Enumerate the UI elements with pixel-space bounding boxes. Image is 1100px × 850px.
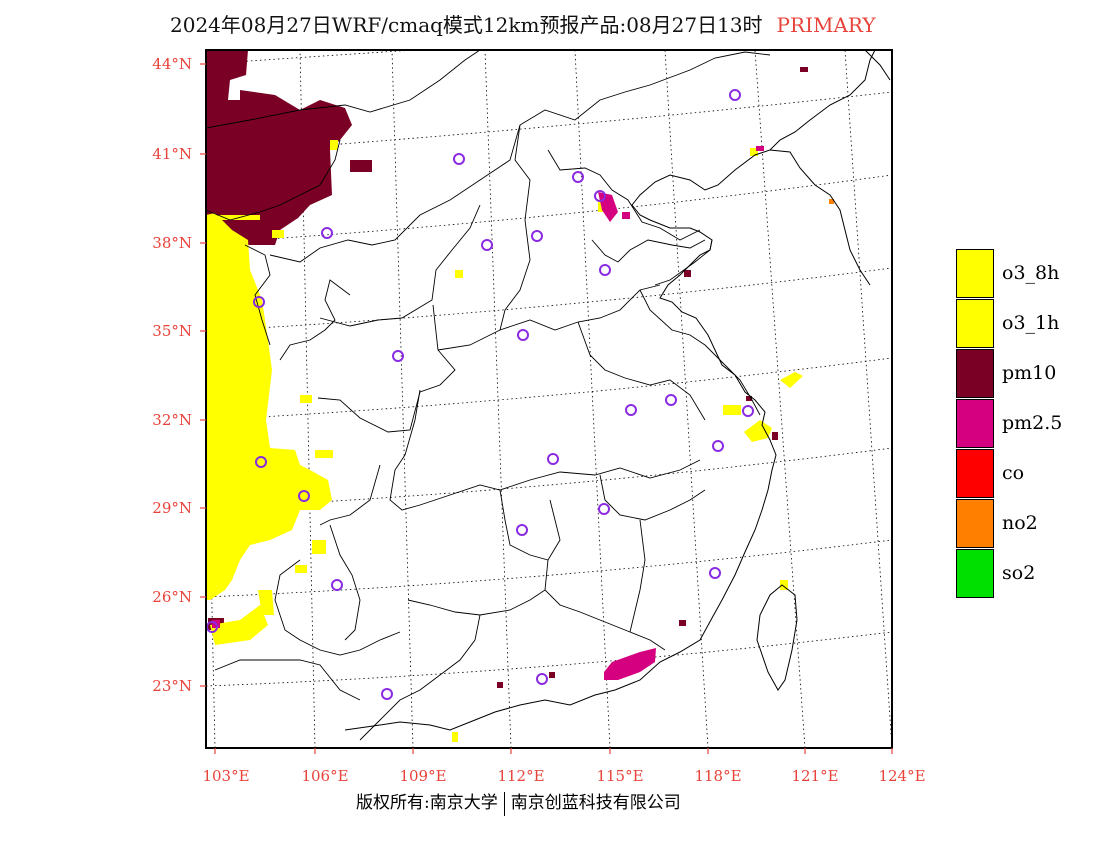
lon-label-103e: 103°E xyxy=(202,767,249,785)
copyright-owner: 版权所有:南京大学 xyxy=(356,793,498,813)
axis-ticks xyxy=(200,63,893,754)
station-markers xyxy=(206,89,754,700)
coastline xyxy=(344,50,891,731)
map-content xyxy=(206,50,892,748)
map-frame xyxy=(205,49,893,749)
lat-label-23n: 23°N xyxy=(152,677,192,695)
legend-item-o3-1h: o3_1h xyxy=(956,299,1086,349)
map-title: 2024年08月27日WRF/cmaq模式12km预报产品:08月27日13时 P… xyxy=(170,10,876,40)
lat-label-44n: 44°N xyxy=(152,55,192,73)
legend-label: no2 xyxy=(1002,512,1038,534)
no2-spot xyxy=(829,199,834,204)
lon-label-109e: 109°E xyxy=(399,767,446,785)
legend-item-no2: no2 xyxy=(956,499,1086,549)
pm25-area xyxy=(212,146,764,680)
footer-divider xyxy=(503,791,505,816)
copyright-company: 南京创蓝科技有限公司 xyxy=(510,793,681,813)
lat-label-32n: 32°N xyxy=(152,411,192,429)
legend-label: o3_8h xyxy=(1002,262,1060,284)
legend-label: pm2.5 xyxy=(1002,412,1063,434)
lon-label-118e: 118°E xyxy=(694,767,741,785)
lon-label-115e: 115°E xyxy=(596,767,643,785)
boundaries xyxy=(206,50,771,741)
lat-label-26n: 26°N xyxy=(152,588,192,606)
pollutant-legend: o3_8h o3_1h pm10 pm2.5 co no2 so2 xyxy=(956,249,1086,599)
legend-swatch xyxy=(956,249,994,298)
legend-label: co xyxy=(1002,462,1025,484)
legend-item-co: co xyxy=(956,449,1086,499)
legend-label: pm10 xyxy=(1002,362,1057,384)
lat-label-35n: 35°N xyxy=(152,322,192,340)
lon-label-106e: 106°E xyxy=(301,767,348,785)
lat-label-38n: 38°N xyxy=(152,234,192,252)
legend-swatch xyxy=(956,499,994,548)
lat-label-29n: 29°N xyxy=(152,499,192,517)
legend-swatch xyxy=(956,299,994,348)
pollutant-tag: PRIMARY xyxy=(776,13,876,37)
legend-label: o3_1h xyxy=(1002,312,1060,334)
legend-swatch xyxy=(956,349,994,398)
taiwan-outline xyxy=(756,584,798,691)
title-text: 2024年08月27日WRF/cmaq模式12km预报产品:08月27日13时 xyxy=(170,13,763,37)
lon-label-121e: 121°E xyxy=(791,767,838,785)
lat-label-41n: 41°N xyxy=(152,145,192,163)
copyright-footer: 版权所有:南京大学 南京创蓝科技有限公司 xyxy=(356,788,681,816)
legend-swatch xyxy=(956,399,994,448)
legend-swatch xyxy=(956,549,994,598)
legend-item-so2: so2 xyxy=(956,549,1086,599)
lon-label-124e: 124°E xyxy=(878,767,925,785)
legend-item-pm25: pm2.5 xyxy=(956,399,1086,449)
lon-label-112e: 112°E xyxy=(497,767,544,785)
legend-label: so2 xyxy=(1002,562,1036,584)
o3-area xyxy=(206,140,803,742)
legend-swatch xyxy=(956,449,994,498)
legend-item-pm10: pm10 xyxy=(956,349,1086,399)
legend-item-o3-8h: o3_8h xyxy=(956,249,1086,299)
